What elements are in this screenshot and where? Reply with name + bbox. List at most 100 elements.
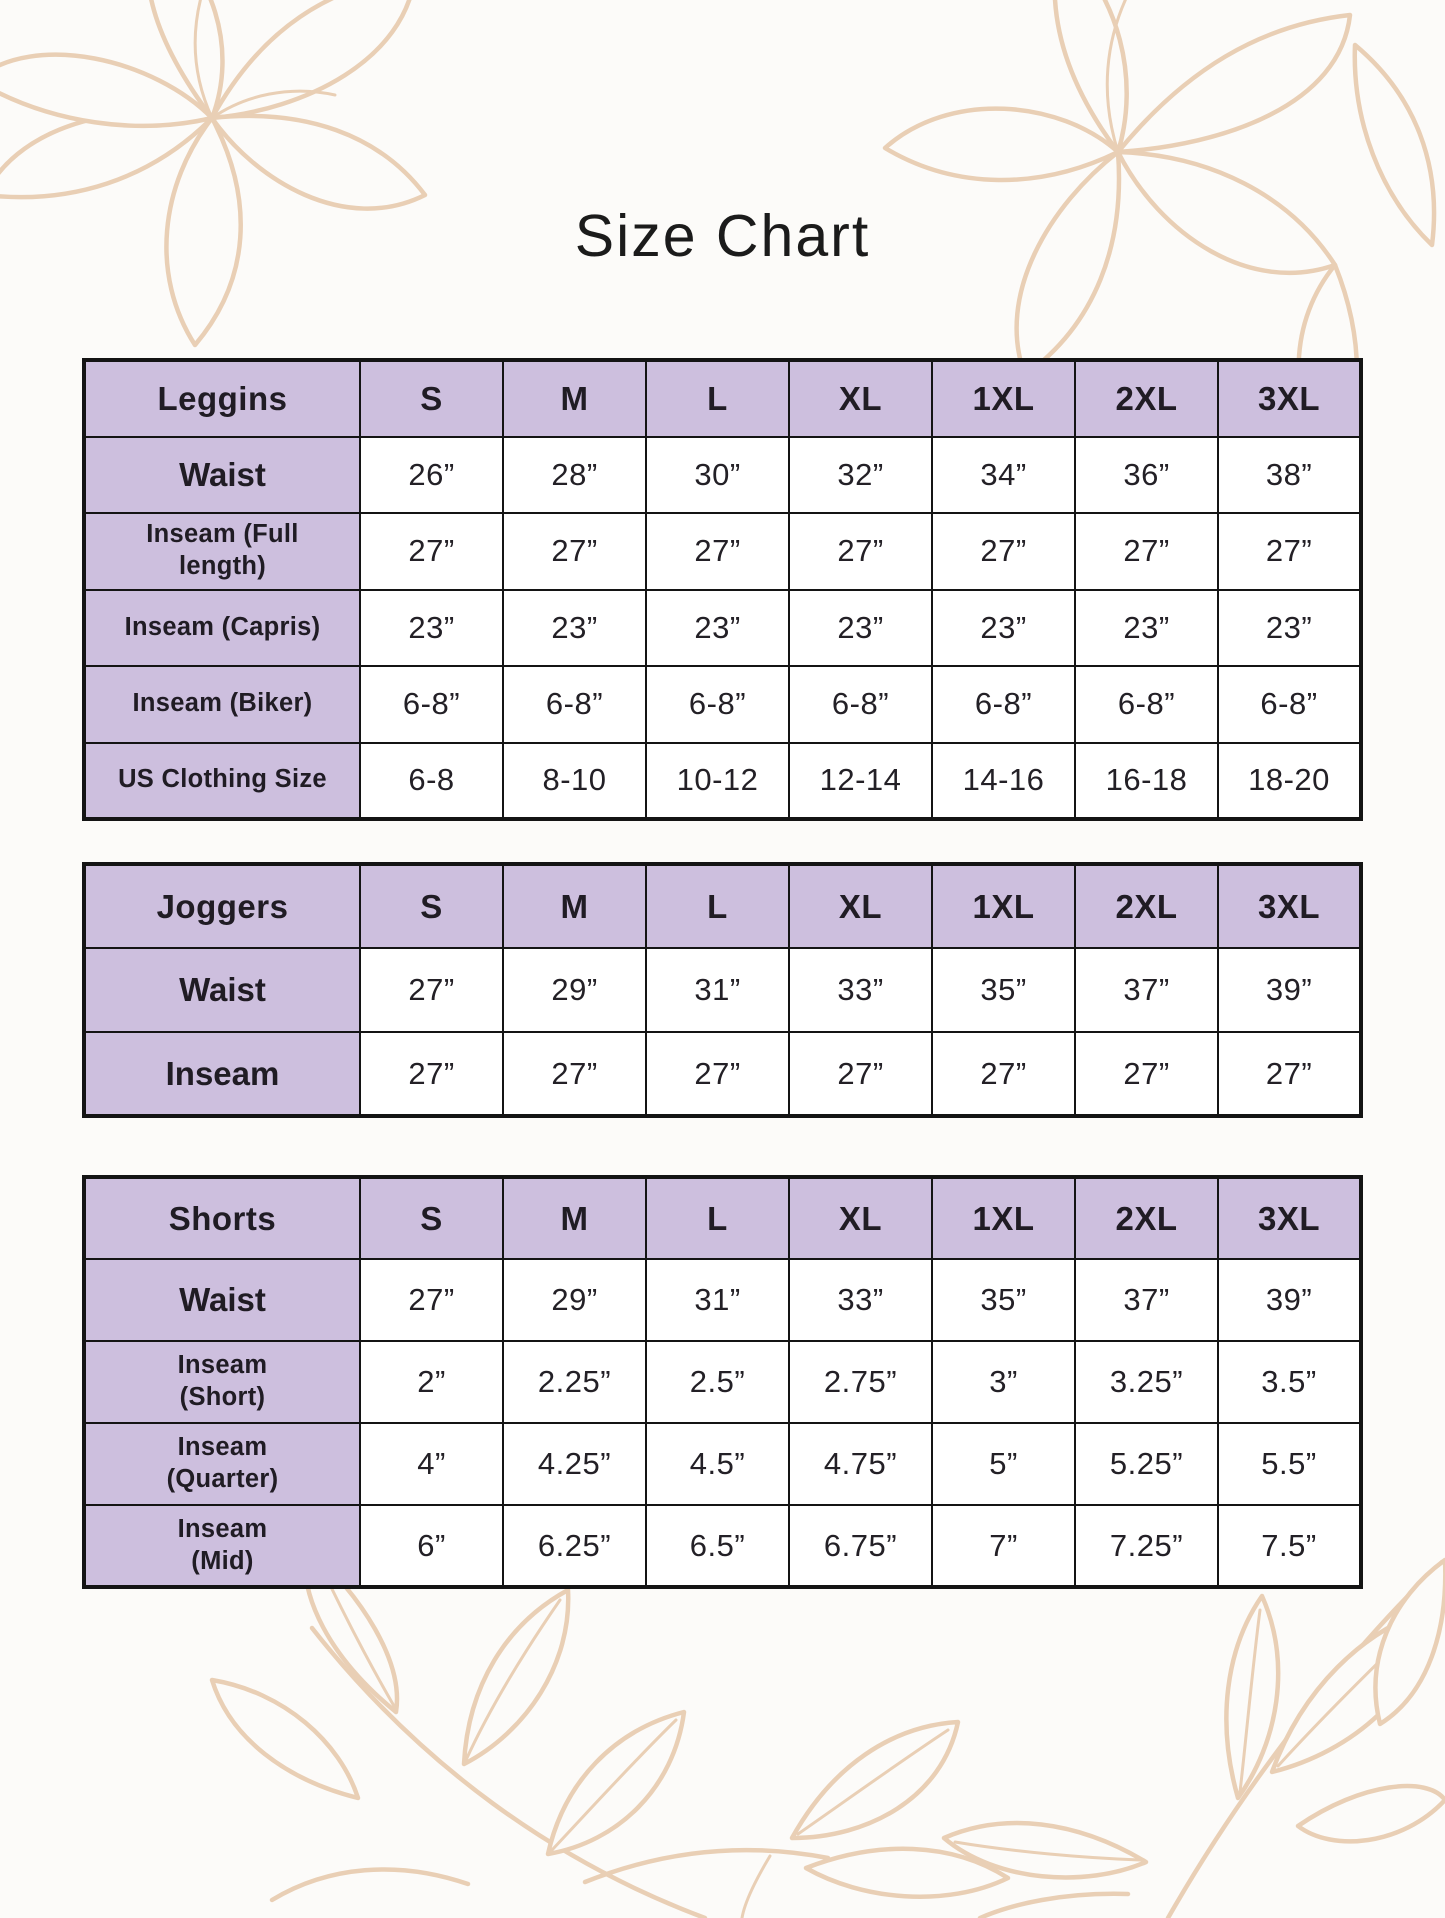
table-title-cell: Shorts xyxy=(83,1176,361,1260)
size-value-cell: 8-10 xyxy=(502,741,647,820)
size-value-cell: 23” xyxy=(931,588,1076,667)
size-value-cell: 33” xyxy=(788,947,933,1033)
table-row: Waist 27” 29” 31” 33” 35” 37” 39” xyxy=(83,947,1362,1033)
size-value-cell: 23” xyxy=(359,588,504,667)
size-value-cell: 37” xyxy=(1074,947,1219,1033)
size-value-cell: 34” xyxy=(931,435,1076,514)
column-header-cell: XL xyxy=(788,863,933,949)
row-label-cell: Waist xyxy=(83,1258,361,1342)
page-title: Size Chart xyxy=(574,203,871,269)
size-value-cell: 30” xyxy=(645,435,790,514)
table-row: Waist 27” 29” 31” 33” 35” 37” 39” xyxy=(83,1258,1362,1342)
row-label-cell: Inseam (Full length) xyxy=(83,512,361,591)
size-value-cell: 4.25” xyxy=(502,1422,647,1506)
size-value-cell: 6-8” xyxy=(502,665,647,744)
size-value-cell: 6-8” xyxy=(931,665,1076,744)
size-value-cell: 6.25” xyxy=(502,1504,647,1588)
size-value-cell: 27” xyxy=(1217,1031,1362,1117)
column-header-cell: XL xyxy=(788,359,933,438)
size-value-cell: 27” xyxy=(1074,1031,1219,1117)
size-value-cell: 3.5” xyxy=(1217,1340,1362,1424)
column-header-cell: 2XL xyxy=(1074,359,1219,438)
size-value-cell: 28” xyxy=(502,435,647,514)
row-label-cell: Inseam (Capris) xyxy=(83,588,361,667)
size-value-cell: 27” xyxy=(1217,512,1362,591)
row-label-cell: US Clothing Size xyxy=(83,741,361,820)
table-title-cell: Joggers xyxy=(83,863,361,949)
column-header-cell: 3XL xyxy=(1217,359,1362,438)
table-row: Inseam (Mid) 6” 6.25” 6.5” 6.75” 7” 7.25” 7.5” xyxy=(83,1504,1362,1588)
size-value-cell: 29” xyxy=(502,1258,647,1342)
size-value-cell: 32” xyxy=(788,435,933,514)
column-header-cell: L xyxy=(645,1176,790,1260)
size-value-cell: 16-18 xyxy=(1074,741,1219,820)
size-value-cell: 27” xyxy=(645,1031,790,1117)
size-value-cell: 35” xyxy=(931,947,1076,1033)
column-header-cell: S xyxy=(359,863,504,949)
table-row: Waist 26” 28” 30” 32” 34” 36” 38” xyxy=(83,435,1362,514)
size-value-cell: 37” xyxy=(1074,1258,1219,1342)
size-value-cell: 6.75” xyxy=(788,1504,933,1588)
size-value-cell: 6-8” xyxy=(788,665,933,744)
size-value-cell: 3.25” xyxy=(1074,1340,1219,1424)
size-value-cell: 27” xyxy=(1074,512,1219,591)
size-value-cell: 36” xyxy=(1074,435,1219,514)
table-header-row: Shorts S M L XL 1XL 2XL 3XL xyxy=(83,1176,1362,1260)
size-value-cell: 4.75” xyxy=(788,1422,933,1506)
table-row: Inseam (Short) 2” 2.25” 2.5” 2.75” 3” 3.25” 3.5… xyxy=(83,1340,1362,1424)
size-value-cell: 38” xyxy=(1217,435,1362,514)
column-header-cell: L xyxy=(645,359,790,438)
size-value-cell: 2.75” xyxy=(788,1340,933,1424)
size-value-cell: 5.25” xyxy=(1074,1422,1219,1506)
size-value-cell: 27” xyxy=(788,512,933,591)
row-label-cell: Inseam (Quarter) xyxy=(83,1422,361,1506)
column-header-cell: S xyxy=(359,359,504,438)
column-header-cell: L xyxy=(645,863,790,949)
column-header-cell: 3XL xyxy=(1217,1176,1362,1260)
size-value-cell: 2.25” xyxy=(502,1340,647,1424)
size-value-cell: 33” xyxy=(788,1258,933,1342)
column-header-cell: 2XL xyxy=(1074,1176,1219,1260)
size-value-cell: 18-20 xyxy=(1217,741,1362,820)
column-header-cell: 1XL xyxy=(931,863,1076,949)
size-value-cell: 5.5” xyxy=(1217,1422,1362,1506)
column-header-cell: 1XL xyxy=(931,359,1076,438)
size-value-cell: 35” xyxy=(931,1258,1076,1342)
size-value-cell: 23” xyxy=(1217,588,1362,667)
bottom-right-branch-icon xyxy=(941,1557,1445,1918)
size-value-cell: 6-8” xyxy=(645,665,790,744)
size-value-cell: 27” xyxy=(502,512,647,591)
size-value-cell: 23” xyxy=(645,588,790,667)
size-value-cell: 27” xyxy=(931,1031,1076,1117)
size-value-cell: 39” xyxy=(1217,947,1362,1033)
table-row: Inseam (Biker) 6-8” 6-8” 6-8” 6-8” 6-8” 6-8” 6-… xyxy=(83,665,1362,744)
column-header-cell: 3XL xyxy=(1217,863,1362,949)
table-row: Inseam (Quarter) 4” 4.25” 4.5” 4.75” 5” 5.25” 5… xyxy=(83,1422,1362,1506)
size-value-cell: 3” xyxy=(931,1340,1076,1424)
size-value-cell: 23” xyxy=(1074,588,1219,667)
row-label-cell: Inseam xyxy=(83,1031,361,1117)
row-label-cell: Waist xyxy=(83,947,361,1033)
row-label-cell: Waist xyxy=(83,435,361,514)
table-header-row: Joggers S M L XL 1XL 2XL 3XL xyxy=(83,863,1362,949)
size-value-cell: 7” xyxy=(931,1504,1076,1588)
size-value-cell: 14-16 xyxy=(931,741,1076,820)
size-value-cell: 4.5” xyxy=(645,1422,790,1506)
column-header-cell: 1XL xyxy=(931,1176,1076,1260)
column-header-cell: 2XL xyxy=(1074,863,1219,949)
size-value-cell: 27” xyxy=(359,512,504,591)
table-row: Inseam 27” 27” 27” 27” 27” 27” 27” xyxy=(83,1031,1362,1117)
column-header-cell: M xyxy=(502,1176,647,1260)
size-value-cell: 29” xyxy=(502,947,647,1033)
size-table-joggers: Joggers S M L XL 1XL 2XL 3XL Waist 27” 29” 31” 33” 35… xyxy=(82,862,1363,1118)
size-value-cell: 27” xyxy=(359,947,504,1033)
size-value-cell: 39” xyxy=(1217,1258,1362,1342)
size-value-cell: 6-8” xyxy=(1217,665,1362,744)
row-label-cell: Inseam (Biker) xyxy=(83,665,361,744)
size-value-cell: 27” xyxy=(359,1031,504,1117)
column-header-cell: S xyxy=(359,1176,504,1260)
size-value-cell: 10-12 xyxy=(645,741,790,820)
size-value-cell: 26” xyxy=(359,435,504,514)
